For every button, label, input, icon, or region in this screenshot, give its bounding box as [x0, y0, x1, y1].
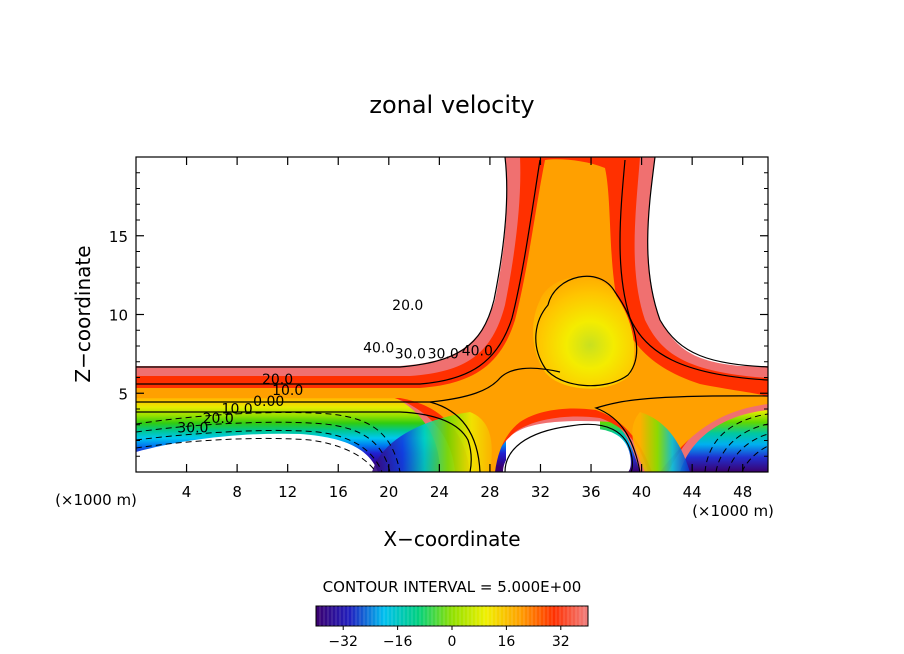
y-axis-label: Z−coordinate — [71, 245, 95, 382]
contour-lower — [504, 423, 634, 472]
contour-40-west — [136, 157, 508, 368]
x-tick-label: 28 — [480, 483, 499, 501]
contour-40-east — [647, 157, 768, 368]
colorbar-tick-label: −32 — [328, 634, 358, 650]
contour-label: 0.00 — [253, 394, 284, 410]
contour-label: 20.0 — [392, 298, 423, 314]
contour-label: 30.0 — [177, 421, 208, 437]
west-seam — [372, 412, 492, 472]
x-tick-label: 40 — [632, 483, 651, 501]
contour-label: 40.0 — [462, 343, 493, 359]
contour-20-west — [136, 367, 561, 403]
x-axis-label: X−coordinate — [383, 527, 520, 551]
contour-label: 10.0 — [272, 383, 303, 399]
contour-column-right — [594, 395, 768, 472]
colorbar-tick-label: 32 — [552, 634, 570, 650]
contour-label: 20.0 — [262, 372, 293, 388]
contour-label: 40.0 — [363, 340, 394, 356]
chart-title: zonal velocity — [369, 91, 534, 119]
x-tick-label: 8 — [232, 483, 242, 501]
negative-contours-west — [136, 411, 401, 472]
x-tick-label: 20 — [379, 483, 398, 501]
x-tick-label: 36 — [581, 483, 600, 501]
x-tick-label: 32 — [531, 483, 550, 501]
x-unit-left: (×1000 m) — [55, 491, 137, 509]
x-tick-label: 24 — [430, 483, 449, 501]
lower-left-void — [136, 433, 378, 472]
y-tick-label: 10 — [109, 307, 128, 325]
contour-lines — [136, 157, 768, 472]
contour-label: 20.0 — [203, 411, 234, 427]
x-tick-label: 48 — [733, 483, 752, 501]
colorbar-tick-label: 0 — [448, 634, 457, 650]
contour-20-blob — [535, 275, 638, 387]
y-axis-ticks: 5 10 15 — [109, 172, 768, 457]
x-tick-label: 4 — [182, 483, 192, 501]
contour-labels: 40.0 30.020.030.0 40.020.010.00.0010.020.0… — [177, 298, 493, 437]
bubble-void — [503, 428, 631, 472]
y-tick-label: 15 — [109, 228, 128, 246]
contour-label: 30.0 — [428, 347, 459, 363]
colorbar-stripes — [319, 606, 585, 626]
contour-label: 10.0 — [222, 402, 253, 418]
contour-column-left — [429, 401, 481, 472]
x-tick-label: 44 — [683, 483, 702, 501]
x-axis-ticks: 4 8 12 16 20 24 28 32 36 40 44 48 — [182, 157, 752, 501]
contour-field: 40.0 30.020.030.0 40.020.010.00.0010.020.0… — [136, 157, 768, 472]
contour-30-west — [136, 159, 541, 385]
x-tick-label: 16 — [329, 483, 348, 501]
y-tick-label: 5 — [118, 385, 128, 403]
column-orange — [136, 159, 768, 472]
column-core — [533, 276, 635, 389]
contour-interval-text: CONTOUR INTERVAL = 5.000E+00 — [323, 578, 582, 596]
colorbar-tick-label: 16 — [497, 634, 515, 650]
x-unit-right: (×1000 m) — [692, 502, 774, 520]
colorbar-ticks: −32 −16 0 16 32 — [328, 626, 570, 650]
contour-label: 30.0 — [395, 347, 426, 363]
colorbar-tick-label: −16 — [383, 634, 413, 650]
x-tick-label: 12 — [278, 483, 297, 501]
contour-inner-west — [136, 411, 472, 472]
east-seam — [632, 412, 690, 472]
